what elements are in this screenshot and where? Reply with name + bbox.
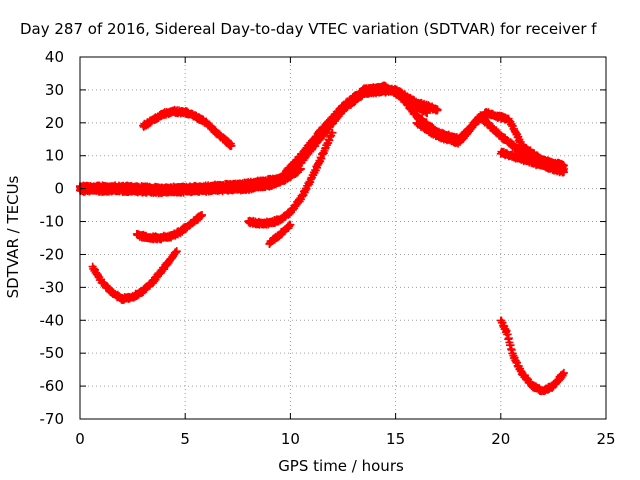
series-7 — [265, 220, 295, 249]
y-tick-label: 0 — [54, 180, 64, 198]
ticks — [79, 56, 607, 420]
y-tick-label: 40 — [45, 48, 64, 66]
x-tick-label: 0 — [75, 430, 85, 448]
data-point — [559, 168, 568, 177]
y-tick-label: -10 — [40, 213, 65, 231]
data-point — [172, 247, 181, 256]
y-axis-label: SDTVAR / TECUs — [4, 175, 22, 298]
x-tick-label: 5 — [180, 430, 190, 448]
data-point — [286, 220, 295, 229]
y-tick-label: 30 — [45, 81, 64, 99]
series-2 — [76, 81, 432, 195]
x-tick-label: 15 — [386, 430, 405, 448]
y-tick-label: -50 — [40, 344, 65, 362]
y-tick-label: -20 — [40, 245, 65, 263]
x-tick-label: 25 — [596, 430, 615, 448]
series-5 — [88, 247, 181, 304]
x-axis-label: GPS time / hours — [278, 457, 404, 475]
chart-title: Day 287 of 2016, Sidereal Day-to-day VTE… — [20, 20, 597, 38]
series-6 — [244, 128, 337, 229]
y-tick-label: -60 — [40, 377, 65, 395]
y-tick-label: -70 — [40, 410, 65, 428]
plot-frame — [79, 56, 607, 420]
series-10 — [496, 316, 568, 396]
y-tick-label: -30 — [40, 278, 65, 296]
y-tick-label: -40 — [40, 311, 65, 329]
data-point — [559, 368, 568, 377]
series-4 — [132, 210, 207, 244]
x-tick-label: 20 — [491, 430, 510, 448]
y-tick-label: 10 — [45, 147, 64, 165]
data-point — [328, 128, 337, 137]
y-tick-label: 20 — [45, 114, 64, 132]
x-tick-labels: 0 5 10 15 20 25 — [75, 430, 615, 448]
data-markers — [76, 81, 568, 396]
series-9 — [412, 107, 568, 171]
series-3 — [139, 105, 236, 151]
data-point — [227, 141, 236, 150]
data-point — [198, 210, 207, 219]
x-tick-label: 10 — [281, 430, 300, 448]
data-point — [433, 105, 442, 114]
series-11 — [496, 147, 568, 177]
y-tick-labels: -70 -60 -50 -40 -30 -20 -10 0 10 20 30 40 — [40, 48, 65, 428]
data-point — [423, 108, 432, 117]
